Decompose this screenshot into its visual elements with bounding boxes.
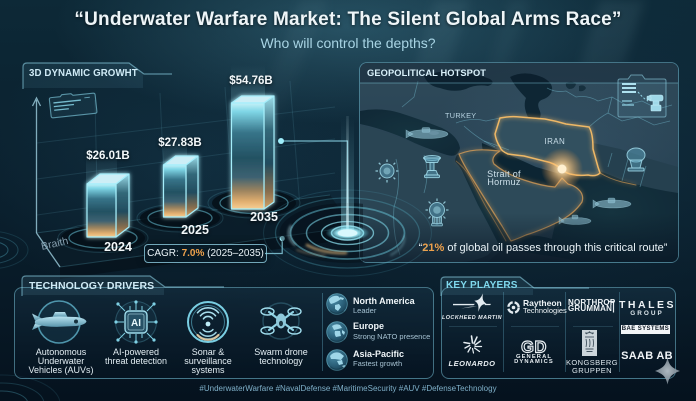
svg-text:GD: GD (521, 339, 547, 357)
svg-text:AI: AI (131, 318, 141, 329)
